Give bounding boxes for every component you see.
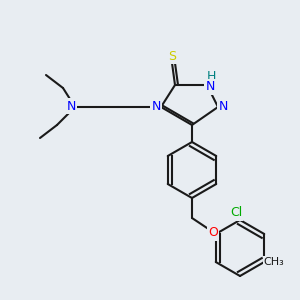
Text: N: N [66, 100, 76, 112]
Text: N: N [205, 80, 215, 94]
Text: N: N [218, 100, 228, 113]
Text: CH₃: CH₃ [264, 257, 285, 267]
Text: H: H [206, 70, 216, 83]
Text: O: O [208, 226, 218, 239]
Text: S: S [168, 50, 176, 62]
Text: Cl: Cl [230, 206, 242, 220]
Text: N: N [151, 100, 161, 113]
